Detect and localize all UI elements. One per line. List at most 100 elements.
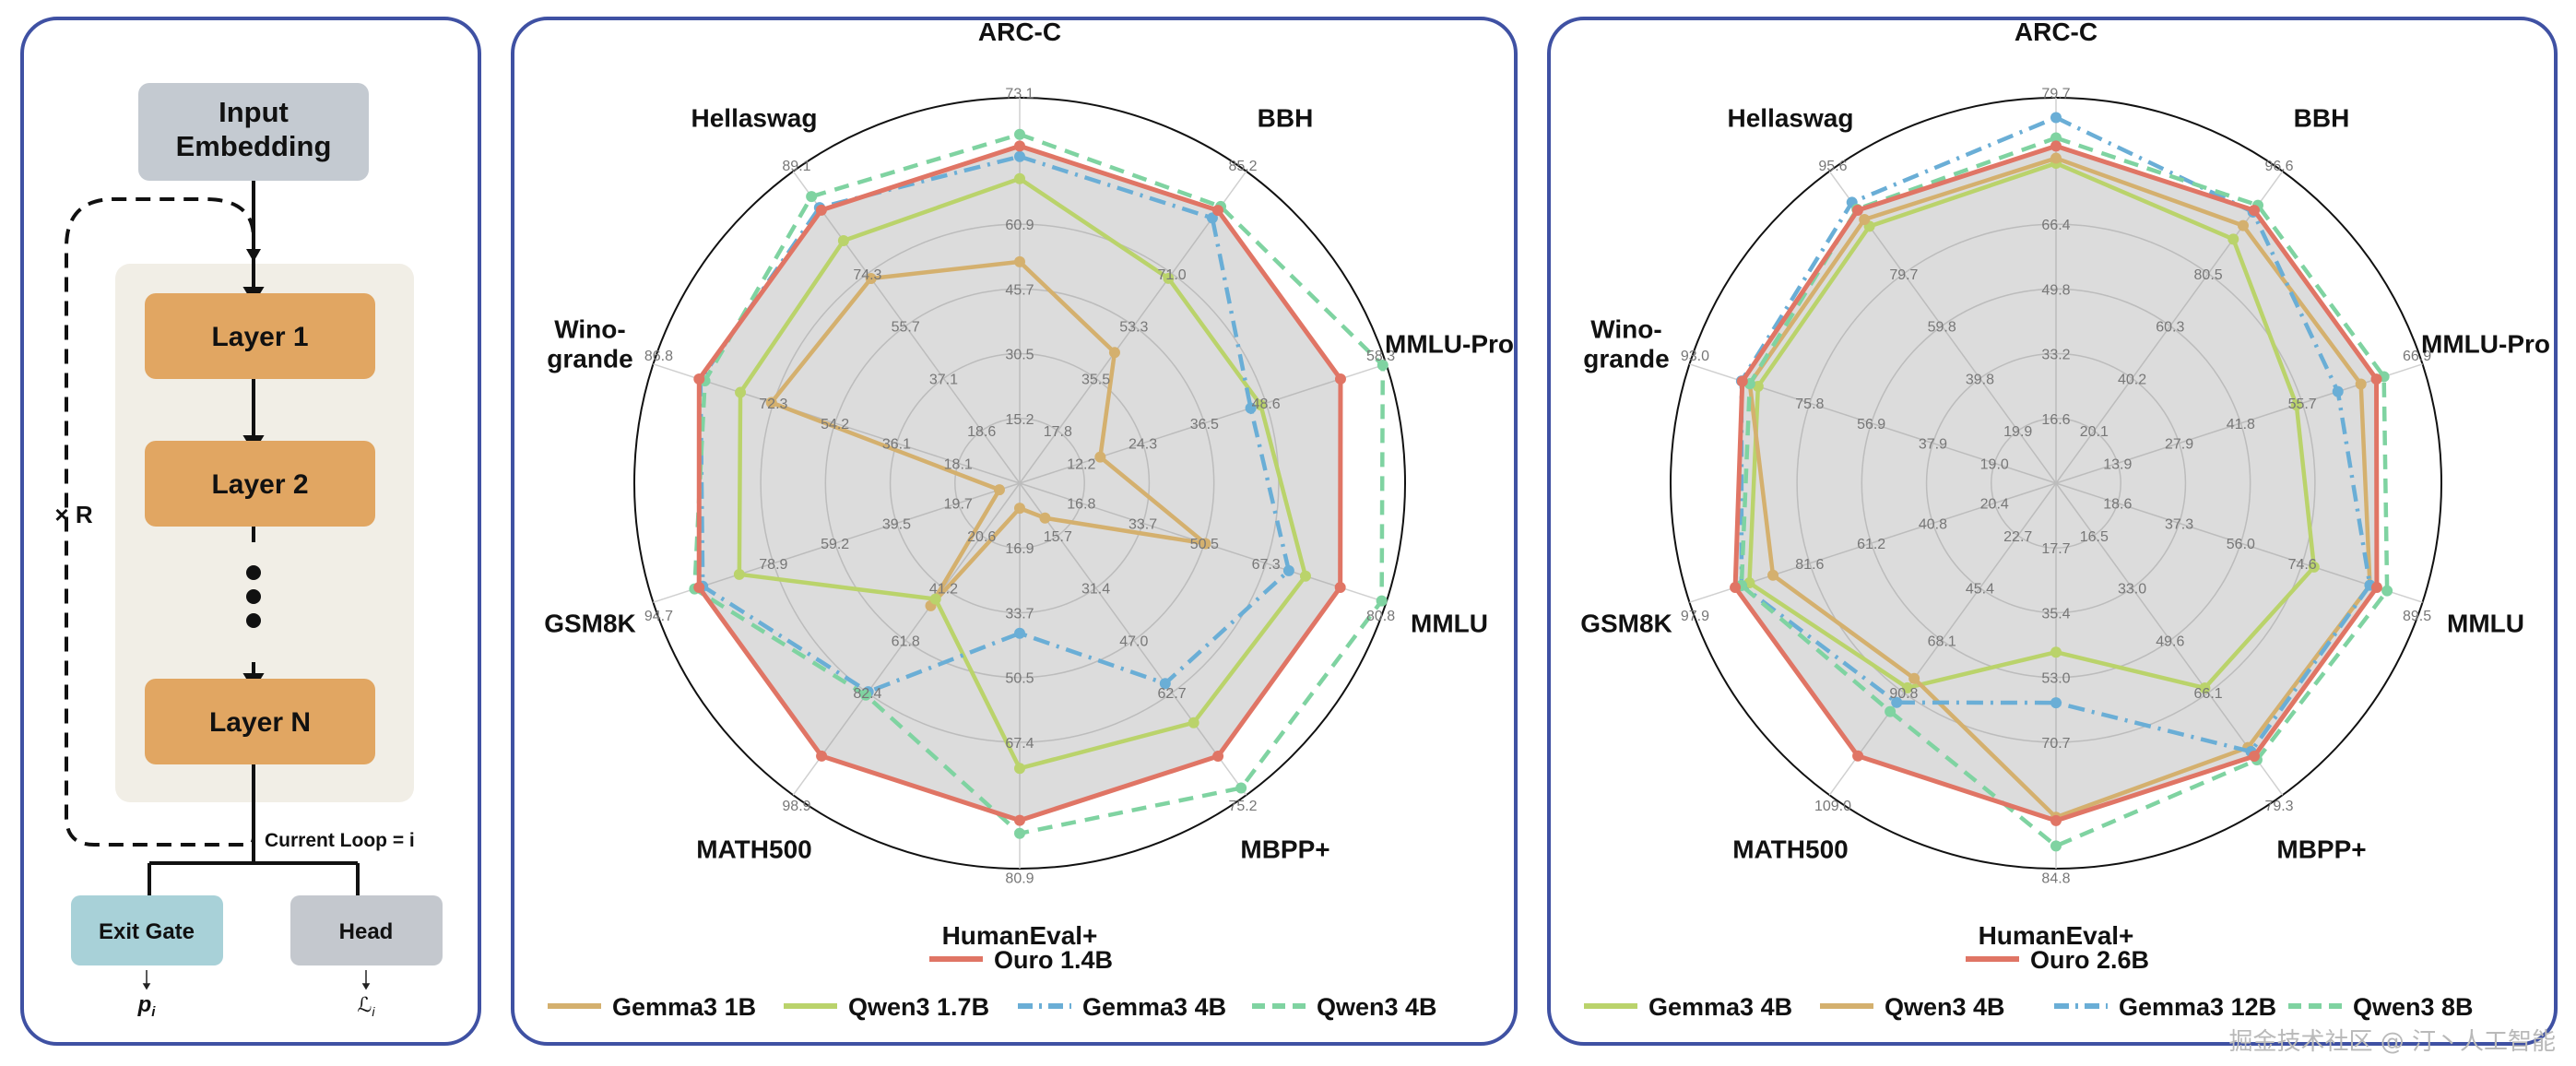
legend-label: Ouro 1.4B	[994, 946, 1113, 974]
radar-point	[1159, 678, 1171, 690]
radar-spoke	[792, 171, 1021, 484]
legend-label: Qwen3 1.7B	[848, 993, 989, 1021]
radar-ring-label: 53.0	[2041, 671, 2070, 687]
radar-point	[1094, 451, 1106, 463]
radar-point	[1199, 538, 1211, 550]
radar-point	[1163, 272, 1175, 284]
radar-point	[1736, 375, 1748, 387]
radar-point	[1039, 512, 1051, 524]
radar-ring-label: 20.1	[2080, 424, 2109, 440]
radar-axis-label: HumanEval+	[1979, 921, 2134, 950]
radar-ring-label: 68.1	[1928, 634, 1956, 649]
loop-path	[65, 197, 255, 847]
legend-item: Qwen3 4B	[1252, 993, 1437, 1021]
radar-axis-max-label: 80.9	[1005, 871, 1034, 887]
radar-point	[1108, 347, 1120, 359]
radar-point	[2227, 233, 2239, 245]
radar-ring-label: 36.1	[882, 437, 911, 453]
radar-ring-label: 41.2	[929, 582, 958, 598]
radar-ring-label: 33.0	[2118, 582, 2146, 598]
radar-ring-label: 60.9	[1005, 218, 1034, 233]
radar-point	[806, 191, 818, 203]
radar-point	[2355, 378, 2367, 390]
radar-ring-label: 37.9	[1919, 437, 1947, 453]
radar-spoke	[653, 363, 1021, 484]
radar-point	[1908, 672, 1920, 684]
radar-axis-max-label: 95.6	[1818, 159, 1847, 174]
radar-point	[1730, 582, 1742, 594]
radar-ring-label: 16.6	[2041, 412, 2070, 428]
radar-axis-label: HumanEval+	[942, 921, 1098, 950]
radar-spoke	[792, 482, 1021, 796]
radar-ring-label: 74.3	[853, 267, 881, 283]
radar-axis-label: ARC-C	[2015, 18, 2097, 46]
layer-2-box	[145, 441, 375, 527]
legend-item: Ouro 1.4B	[929, 946, 1113, 974]
watermark: 掘金技术社区 @ 汀丶人工智能	[2228, 1028, 2556, 1056]
radar-axis-max-label: 86.8	[644, 349, 673, 364]
layer-n-label: Layer N	[209, 707, 311, 738]
radar-point	[2308, 561, 2320, 573]
radar-area-primary	[699, 146, 1341, 821]
radar-axis-max-label: 94.7	[644, 609, 673, 624]
radar-point	[1014, 150, 1025, 162]
radar-point	[2381, 585, 2393, 597]
radar-ring-label: 49.6	[2156, 634, 2184, 649]
radar-spoke	[1019, 171, 1247, 484]
radar-point	[2050, 152, 2062, 164]
head-loss-symbol: ℒi	[358, 993, 376, 1019]
radar-ring-label: 35.5	[1081, 372, 1110, 387]
radar-ring-label: 48.6	[1252, 397, 1281, 412]
radar-ring-label: 13.9	[2103, 456, 2132, 472]
radar-point	[2050, 840, 2062, 852]
radar-spoke	[1828, 482, 2057, 796]
radar-axis-max-label: 73.1	[1005, 86, 1034, 101]
radar-point	[815, 204, 827, 216]
radar-ring-label: 55.7	[892, 320, 920, 336]
radar-series-line-gemma3-12b	[1739, 115, 2372, 754]
radar-ring-label: 35.4	[2041, 606, 2070, 622]
radar-axis-max-label: 98.9	[782, 799, 810, 814]
radar-series-line-gemma3-4b	[698, 154, 1292, 694]
radar-point	[2199, 682, 2211, 694]
radar-point	[1014, 255, 1025, 267]
ellipsis-dot	[246, 565, 261, 580]
radar-point	[2050, 697, 2062, 709]
layer-n-box	[145, 679, 375, 764]
radar-ring-label: 82.4	[853, 686, 881, 702]
radar-ring-label: 30.5	[1005, 348, 1034, 363]
radar-ring-label: 40.8	[1919, 516, 1947, 532]
radar-ring-label: 45.7	[1005, 282, 1034, 298]
radar-ring-label: 16.5	[2080, 529, 2109, 545]
radar-point	[1235, 782, 1247, 794]
radar-ring-label: 50.5	[1190, 537, 1219, 552]
radar-point	[1299, 570, 1311, 582]
radar-ring-label: 37.3	[2165, 516, 2193, 532]
radar-axis-label: MBPP+	[1240, 835, 1329, 863]
legend-item: Gemma3 4B	[1584, 993, 1792, 1021]
legend-label: Qwen3 4B	[1885, 993, 2005, 1021]
radar-point	[1188, 717, 1199, 728]
radar-axis-max-label: 93.0	[1681, 349, 1709, 364]
legend-label: Gemma3 1B	[612, 993, 756, 1021]
radar-point	[1014, 827, 1025, 839]
radar-point	[2237, 219, 2249, 231]
radar-point	[1014, 627, 1025, 639]
radar-chart-1: 15.2 30.5 45.7 60.9 73.1 17.8 35.5 53.3 71.0 85.2…	[544, 18, 1514, 1021]
legend-label: Qwen3 8B	[2353, 993, 2474, 1021]
radar-point	[1852, 750, 1864, 762]
radar-axis-max-label: 109.0	[1814, 799, 1851, 814]
radar-axis-label: BBH	[1258, 104, 1314, 133]
radar-ring-label: 50.5	[1005, 671, 1034, 687]
radar-ring-label: 67.3	[1252, 557, 1281, 573]
radar-ring-label: 71.0	[1158, 267, 1187, 283]
radar-panel-2: 16.6 33.2 49.8 66.4 79.7 20.1 40.2 60.3 80.5 96.6…	[1547, 17, 2558, 1046]
layer-stack-background	[115, 264, 414, 802]
radar-ring-label: 70.7	[2041, 736, 2070, 752]
radar-axis-max-label: 85.2	[1228, 159, 1257, 174]
radar-ring-label: 81.6	[1795, 557, 1824, 573]
radar-ring-label: 15.7	[1044, 529, 1072, 545]
radar-ring-label: 33.2	[2041, 348, 2070, 363]
radar-ring-label: 55.7	[2288, 397, 2317, 412]
legend-item: Qwen3 1.7B	[784, 993, 989, 1021]
